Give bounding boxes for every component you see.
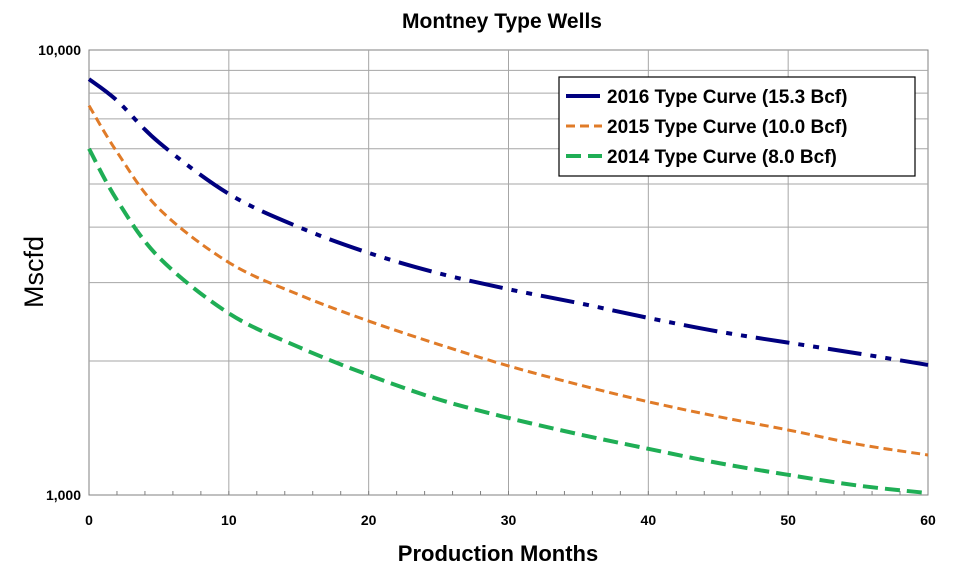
x-axis-label: Production Months xyxy=(398,541,598,564)
series-group xyxy=(87,77,929,496)
x-tick-label: 40 xyxy=(641,512,657,528)
series-line-2 xyxy=(87,104,929,457)
chart-title: Montney Type Wells xyxy=(402,10,602,33)
x-tick-label: 60 xyxy=(920,512,936,528)
legend-label-2: 2015 Type Curve (10.0 Bcf) xyxy=(607,117,847,138)
series-line-1 xyxy=(87,77,929,367)
x-tick-label: 50 xyxy=(780,512,796,528)
y-axis-ticks: 1,000 10,000 xyxy=(38,42,81,503)
x-tick-label: 30 xyxy=(501,512,517,528)
x-tick-label: 20 xyxy=(361,512,377,528)
series-line-3 xyxy=(87,147,929,496)
legend-label-3: 2014 Type Curve (8.0 Bcf) xyxy=(607,147,837,168)
x-tick-label: 10 xyxy=(221,512,237,528)
legend: 2016 Type Curve (15.3 Bcf) 2015 Type Curv… xyxy=(558,76,916,177)
legend-label-1: 2016 Type Curve (15.3 Bcf) xyxy=(607,87,847,108)
y-tick-label: 10,000 xyxy=(38,42,81,58)
x-axis-ticks: 0 10 20 30 40 50 60 xyxy=(85,512,936,528)
y-tick-label: 1,000 xyxy=(46,487,81,503)
x-tick-label: 0 xyxy=(85,512,93,528)
legend-box xyxy=(558,76,916,177)
y-axis-label: Mscfd xyxy=(19,236,49,308)
